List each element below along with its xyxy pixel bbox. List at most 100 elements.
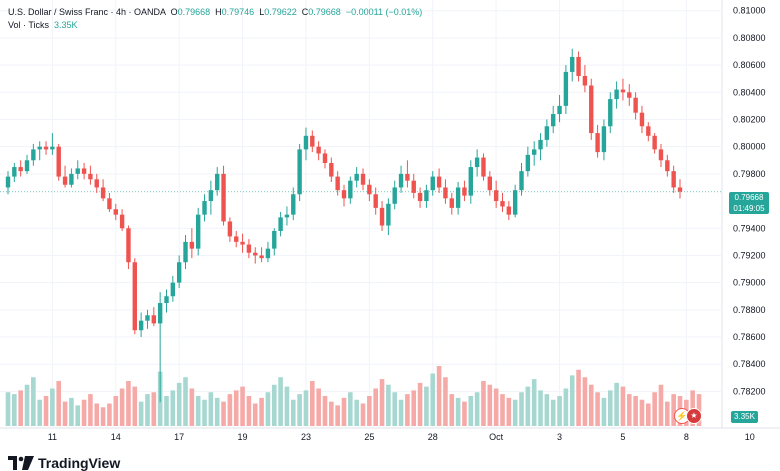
volume-bar bbox=[50, 388, 55, 426]
candle-body bbox=[538, 139, 543, 150]
volume-bar bbox=[430, 373, 436, 426]
candle-body bbox=[183, 241, 188, 263]
volume-bar bbox=[367, 396, 372, 426]
us-flag-icon[interactable]: ★ bbox=[686, 408, 702, 424]
candle-body bbox=[94, 179, 99, 188]
volume-bar bbox=[449, 394, 455, 426]
volume-bar bbox=[145, 394, 150, 426]
volume-bar bbox=[595, 392, 600, 426]
candle-body bbox=[31, 149, 36, 161]
volume-bar bbox=[240, 386, 245, 426]
volume-bar bbox=[227, 394, 233, 426]
change-value: −0.00011 (−0.01%) bbox=[345, 7, 423, 17]
volume-bar bbox=[62, 401, 68, 426]
volume-bar bbox=[493, 388, 499, 426]
y-tick-label: 0.78800 bbox=[733, 305, 766, 315]
close-value: 0.79668 bbox=[308, 7, 341, 17]
candle-body bbox=[43, 146, 49, 150]
candle-body bbox=[138, 320, 144, 331]
candle-body bbox=[462, 187, 467, 196]
y-tick-label: 0.78200 bbox=[733, 386, 766, 396]
tradingview-logo[interactable]: TradingView bbox=[8, 455, 120, 471]
volume-bar bbox=[94, 403, 100, 426]
candle-body bbox=[37, 146, 42, 150]
candle-body bbox=[677, 187, 683, 192]
candle-body bbox=[512, 190, 518, 215]
volume-bar bbox=[316, 388, 321, 426]
candle-body bbox=[544, 126, 550, 140]
candle-body bbox=[145, 315, 150, 321]
candle-body bbox=[354, 173, 359, 181]
candle-body bbox=[297, 149, 302, 195]
candle-body bbox=[525, 154, 531, 172]
volume-bar bbox=[221, 401, 226, 426]
volume-bar bbox=[233, 390, 239, 426]
volume-bar bbox=[132, 386, 138, 426]
last-price-tag: 0.79668 01:49:05 bbox=[729, 192, 769, 214]
volume-tag: 3.35K bbox=[731, 411, 758, 423]
candle-body bbox=[316, 146, 321, 154]
candle-body bbox=[151, 315, 157, 324]
high-value: 0.79746 bbox=[221, 7, 255, 17]
volume-bar bbox=[538, 390, 543, 426]
y-tick-label: 0.80200 bbox=[733, 114, 766, 124]
candle-body bbox=[100, 187, 106, 199]
volume-bar bbox=[176, 382, 182, 426]
volume-bar bbox=[335, 405, 340, 426]
candle-body bbox=[322, 153, 328, 163]
y-tick-label: 0.80600 bbox=[733, 60, 766, 70]
volume-bar bbox=[506, 397, 512, 426]
volume-bar bbox=[569, 375, 575, 426]
last-price-value: 0.79668 bbox=[734, 193, 764, 202]
volume-bar bbox=[512, 399, 518, 426]
candle-body bbox=[563, 71, 569, 106]
candle-body bbox=[487, 176, 493, 191]
volume-bar bbox=[588, 384, 594, 426]
candle-body bbox=[392, 187, 397, 204]
volume-bar bbox=[658, 384, 664, 426]
candle-body bbox=[373, 194, 378, 208]
chart-legend: U.S. Dollar / Swiss Franc · 4h · OANDA O… bbox=[8, 6, 422, 32]
candle-body bbox=[215, 173, 220, 191]
y-tick-label: 0.80400 bbox=[733, 87, 766, 97]
candle-body bbox=[189, 241, 195, 249]
candle-body bbox=[88, 173, 93, 180]
candle-body bbox=[69, 173, 74, 185]
volume-bar bbox=[487, 384, 493, 426]
candle-body bbox=[246, 244, 252, 253]
candle-body bbox=[430, 176, 435, 191]
volume-bar bbox=[626, 394, 632, 426]
candle-body bbox=[627, 92, 632, 98]
symbol-title: U.S. Dollar / Swiss Franc · 4h · OANDA bbox=[8, 7, 166, 17]
volume-bar bbox=[56, 381, 62, 426]
low-label: L bbox=[259, 7, 265, 17]
volume-bar bbox=[601, 397, 607, 426]
candle-body bbox=[18, 167, 23, 172]
candle-body bbox=[310, 135, 315, 147]
candle-body bbox=[500, 201, 505, 207]
volume-bar bbox=[246, 396, 252, 426]
low-value: 0.79622 bbox=[264, 7, 297, 17]
candle-body bbox=[170, 282, 176, 297]
volume-bar bbox=[271, 384, 277, 426]
candle-body bbox=[113, 209, 118, 215]
volume-bar bbox=[582, 377, 588, 426]
volume-value: 3.35K bbox=[54, 20, 78, 30]
y-tick-label: 0.79200 bbox=[733, 250, 766, 260]
candle-body bbox=[24, 160, 30, 172]
volume-bar bbox=[12, 394, 17, 426]
volume-bar bbox=[81, 399, 87, 426]
candle-body bbox=[646, 126, 651, 136]
volume-bar bbox=[557, 396, 562, 426]
volume-bar bbox=[37, 399, 42, 426]
candle-body bbox=[164, 296, 169, 304]
y-tick-label: 0.79000 bbox=[733, 278, 766, 288]
volume-bar bbox=[202, 399, 207, 426]
candle-body bbox=[658, 149, 664, 161]
volume-bar bbox=[531, 379, 537, 426]
candle-body bbox=[62, 176, 68, 185]
volume-bar bbox=[183, 377, 188, 426]
volume-bar bbox=[436, 366, 442, 426]
volume-bar bbox=[665, 401, 670, 426]
